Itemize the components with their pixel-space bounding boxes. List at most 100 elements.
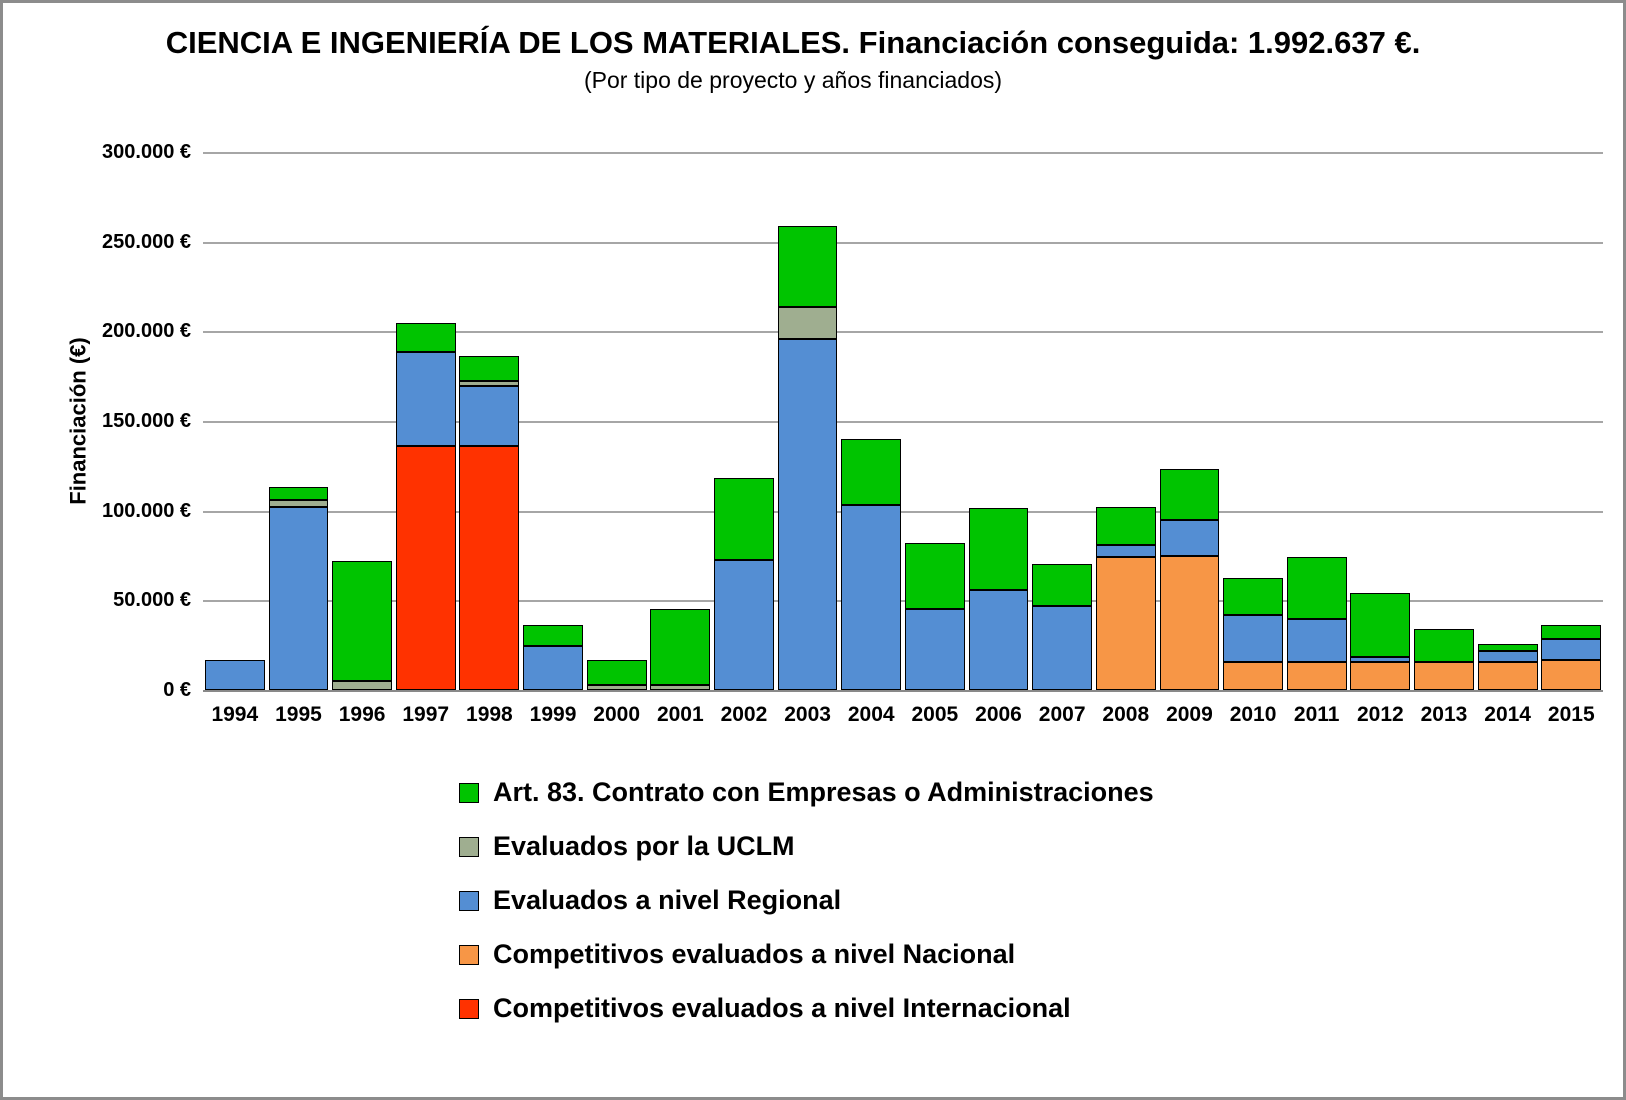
bar-segment (1095, 507, 1156, 545)
y-tick-label: 150.000 € (102, 410, 191, 432)
bar-segment (650, 609, 711, 685)
bar-segment (1414, 662, 1474, 690)
stacked-bar (459, 356, 520, 690)
legend-swatch (459, 836, 479, 857)
x-tick-label: 2007 (1038, 703, 1086, 726)
bar-segment (1223, 662, 1283, 690)
bar-segment (268, 486, 329, 501)
stacked-bar (1095, 507, 1156, 690)
bar-segment (268, 507, 329, 690)
legend-item: Evaluados por la UCLM (459, 831, 1154, 862)
bar-column (712, 152, 776, 690)
bar-segment (777, 225, 838, 307)
bar-segment (968, 589, 1029, 690)
stacked-bar (968, 507, 1029, 690)
bar-segment (714, 559, 774, 690)
x-tick-label: 2014 (1484, 703, 1531, 726)
x-tick-label: 2001 (656, 703, 704, 726)
bar-segment (650, 684, 711, 690)
bar-segment (395, 322, 456, 352)
bar-segment (1286, 662, 1347, 690)
bar-segment (714, 478, 774, 560)
x-tick-label: 2012 (1356, 703, 1404, 726)
legend-swatch (459, 944, 479, 965)
bar-column (1412, 152, 1476, 690)
bar-segment (586, 685, 647, 690)
stacked-bar (332, 560, 392, 690)
bar-segment (1286, 556, 1347, 619)
bar-column (1476, 152, 1540, 690)
gridline (203, 510, 1603, 513)
bar-segment (1350, 656, 1411, 663)
stacked-bar (1223, 577, 1283, 690)
bar-segment (1414, 629, 1474, 663)
bar-segment (1350, 593, 1411, 657)
bar-column (1221, 152, 1285, 690)
bar-segment (459, 446, 520, 690)
bar-segment (523, 625, 583, 647)
bar-segment (332, 681, 392, 690)
legend-label: Competitivos evaluados a nivel Internaci… (493, 993, 1071, 1023)
x-tick-label: 2002 (720, 703, 768, 726)
bar-segment (1032, 564, 1093, 606)
bar-segment (841, 505, 902, 690)
y-tick-label: 0 € (163, 679, 191, 701)
y-tick-label: 50.000 € (113, 589, 191, 612)
bar-column (1285, 152, 1349, 690)
bar-segment (1541, 660, 1602, 690)
stacked-bar (650, 609, 711, 690)
x-tick-label: 1996 (338, 703, 386, 726)
gridline (203, 600, 1603, 603)
stacked-bar (841, 438, 902, 690)
bar-segment (1350, 662, 1411, 690)
stacked-bar (714, 478, 774, 690)
bar-column (1094, 152, 1158, 690)
x-tick-label: 1997 (402, 703, 450, 726)
x-tick-label: 2000 (593, 703, 641, 726)
bar-segment (1477, 651, 1538, 663)
stacked-bar (395, 322, 456, 690)
bar-segment (395, 446, 456, 690)
bar-column (903, 152, 967, 690)
stacked-bar (1414, 629, 1474, 690)
legend-item: Art. 83. Contrato con Empresas o Adminis… (459, 777, 1154, 808)
bar-segment (1095, 556, 1156, 690)
stacked-bar (1477, 643, 1538, 690)
x-axis-labels: 1994 1995 1996 1997 1998 1999 2000 2001 2002 2003… (203, 703, 1603, 727)
bar-column (967, 152, 1031, 690)
stacked-bar (777, 225, 838, 690)
x-tick-label: 1999 (529, 703, 577, 726)
gridline (203, 331, 1603, 334)
y-tick-label: 250.000 € (102, 230, 191, 253)
legend: Art. 83. Contrato con Empresas o Adminis… (459, 777, 1154, 1047)
bar-segment (1541, 639, 1602, 661)
bar-segment (1159, 469, 1220, 521)
bar-segment (1286, 619, 1347, 663)
bar-segment (459, 381, 520, 386)
legend-label: Competitivos evaluados a nivel Nacional (493, 939, 1016, 969)
bar-column (394, 152, 458, 690)
bar-column (330, 152, 394, 690)
x-tick-label: 1998 (466, 703, 513, 726)
stacked-bar (1350, 593, 1411, 690)
legend-swatch (459, 782, 479, 803)
x-tick-label: 2015 (1547, 703, 1595, 726)
plot-area (203, 152, 1603, 692)
x-tick-label: 1994 (211, 703, 259, 726)
legend-item: Evaluados a nivel Regional (459, 885, 1154, 916)
bar-segment (523, 646, 583, 690)
x-tick-label: 2013 (1420, 703, 1468, 726)
bar-segment (968, 507, 1029, 590)
bar-segment (1223, 615, 1283, 663)
bar-column (267, 152, 331, 690)
bar-column (1158, 152, 1222, 690)
bar-segment (459, 356, 520, 382)
x-tick-label: 2008 (1102, 703, 1150, 726)
x-tick-label: 2006 (975, 703, 1022, 726)
stacked-bar (904, 542, 965, 690)
x-tick-label: 2004 (847, 703, 895, 726)
bar-segment (459, 385, 520, 447)
bar-segment (1477, 643, 1538, 652)
stacked-bar (1159, 469, 1220, 690)
